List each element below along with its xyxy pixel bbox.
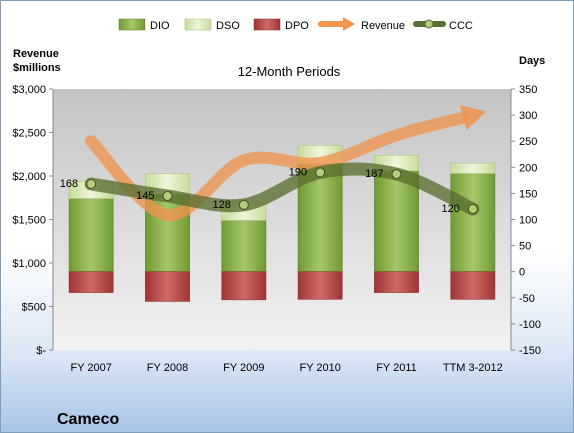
left-axis-ticks: $- $500 $1,000 $1,500 $2,000 $2,500 $3,000: [12, 84, 54, 357]
company-name: Cameco: [57, 411, 119, 428]
plot-area: [53, 89, 511, 350]
legend-marker-ccc: [424, 19, 434, 29]
right-tick-label: 100: [519, 215, 537, 227]
left-tick-label: $1,000: [12, 258, 46, 270]
bar-dio: [221, 220, 267, 272]
right-tick-label: -100: [519, 319, 541, 331]
left-tick-label: $500: [22, 302, 46, 314]
ccc-point: [238, 199, 249, 210]
left-tick-label: $2,000: [12, 171, 46, 183]
ccc-data-label: 145: [136, 190, 154, 202]
legend-item-dio: DIO: [118, 18, 170, 32]
bar-dpo: [145, 271, 190, 302]
right-tick-label: 200: [519, 162, 537, 174]
right-axis-ticks: -150 -100 -50 0 50 100 150 200 250 300 350: [510, 84, 541, 357]
category-labels: FY 2007 FY 2008 FY 2009 FY 2010 FY 2011 TTM 3…: [70, 362, 502, 374]
ccc-point: [391, 169, 402, 180]
right-tick-label: -150: [519, 345, 541, 357]
revenue-line: [85, 112, 468, 222]
ccc-data-label: 187: [365, 168, 383, 180]
right-tick-label: 0: [519, 267, 525, 279]
bar-dpo: [221, 271, 267, 301]
bar-dio: [68, 198, 114, 272]
category-label: FY 2011: [376, 362, 417, 374]
left-axis-title-line1: Revenue: [13, 48, 59, 60]
bar-dso: [450, 162, 496, 174]
right-tick-label: 250: [519, 136, 537, 148]
ccc-point: [467, 204, 478, 215]
category-label: FY 2007: [70, 362, 111, 374]
legend-swatch-dso: [184, 18, 212, 31]
bar-dio: [450, 173, 496, 272]
left-tick-label: $3,000: [12, 84, 46, 96]
right-axis-title: Days: [519, 55, 545, 67]
bar-dpo: [68, 271, 114, 293]
bar-dpo: [374, 271, 419, 293]
legend-swatch-dio: [118, 18, 146, 31]
legend-item-dso: DSO: [184, 18, 240, 32]
legend-swatch-dpo: [253, 18, 281, 31]
bar-dpo: [297, 271, 343, 300]
revenue-arrowhead: [459, 105, 487, 131]
chart-title: 12-Month Periods: [238, 64, 341, 79]
legend-label-dso: DSO: [216, 20, 240, 32]
legend-label-dio: DIO: [150, 20, 170, 32]
right-tick-label: 300: [519, 110, 537, 122]
legend-arrow-revenue: [343, 17, 355, 31]
revenue-series: [85, 105, 487, 222]
left-axis-title-line2: $millions: [13, 62, 61, 74]
left-tick-label: $-: [36, 345, 46, 357]
ccc-data-label: 168: [60, 178, 78, 190]
ccc-series: 168 145 128 190 187 120: [60, 162, 480, 216]
category-label: FY 2008: [147, 362, 188, 374]
legend-item-ccc: CCC: [413, 19, 473, 32]
right-tick-label: 350: [519, 84, 537, 96]
legend-item-revenue: Revenue: [318, 17, 405, 32]
legend-label-dpo: DPO: [285, 20, 309, 32]
right-tick-label: 50: [519, 241, 531, 253]
right-tick-label: -50: [519, 293, 535, 305]
category-label: FY 2010: [299, 362, 340, 374]
ccc-data-label: 120: [441, 203, 459, 215]
bar-dpo: [450, 271, 496, 300]
legend: DIO DSO DPO Revenue CCC: [118, 17, 473, 32]
category-label: TTM 3-2012: [443, 362, 503, 374]
legend-label-revenue: Revenue: [361, 20, 405, 32]
legend-item-dpo: DPO: [253, 18, 309, 32]
legend-label-ccc: CCC: [449, 20, 473, 32]
right-tick-label: 150: [519, 188, 537, 200]
left-tick-label: $2,500: [12, 128, 46, 140]
ccc-point: [162, 191, 173, 202]
ccc-data-label: 190: [289, 167, 307, 179]
ccc-point: [315, 167, 326, 178]
category-label: FY 2009: [223, 362, 264, 374]
left-tick-label: $1,500: [12, 215, 46, 227]
ccc-point: [86, 179, 97, 190]
ccc-data-label: 128: [212, 199, 230, 211]
